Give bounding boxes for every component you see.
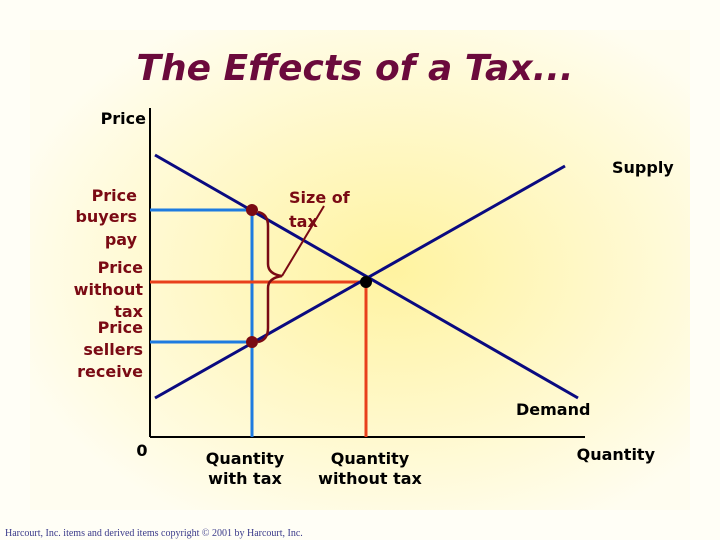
buyers-point (246, 204, 258, 216)
price-label: Price (98, 318, 144, 337)
y-axis-label: Price (101, 109, 147, 128)
origin-label: 0 (136, 441, 147, 460)
price-label: Price (92, 186, 138, 205)
sellers-point (246, 336, 258, 348)
price-label: buyers (75, 207, 137, 226)
x-axis-label: Quantity (577, 445, 656, 464)
supply-label: Supply (612, 158, 674, 177)
footer: Harcourt, Inc. items and derived items c… (5, 528, 303, 539)
quantity-label: Quantity (331, 449, 410, 468)
annotation: Size of (289, 188, 351, 207)
quantity-label: without tax (318, 469, 422, 488)
title: The Effects of a Tax... (136, 48, 573, 89)
quantity-label: Quantity (206, 449, 285, 468)
price-label: Price (98, 258, 144, 277)
annotation: tax (289, 212, 318, 231)
price-label: pay (105, 230, 138, 249)
price-label: tax (114, 302, 143, 321)
price-label: sellers (83, 340, 143, 359)
equilibrium-point (360, 276, 372, 288)
price-label: without (74, 280, 144, 299)
glow (30, 30, 690, 510)
demand-label: Demand (516, 400, 590, 419)
quantity-label: with tax (208, 469, 282, 488)
price-label: receive (77, 362, 143, 381)
annotation-pointer (281, 205, 325, 277)
